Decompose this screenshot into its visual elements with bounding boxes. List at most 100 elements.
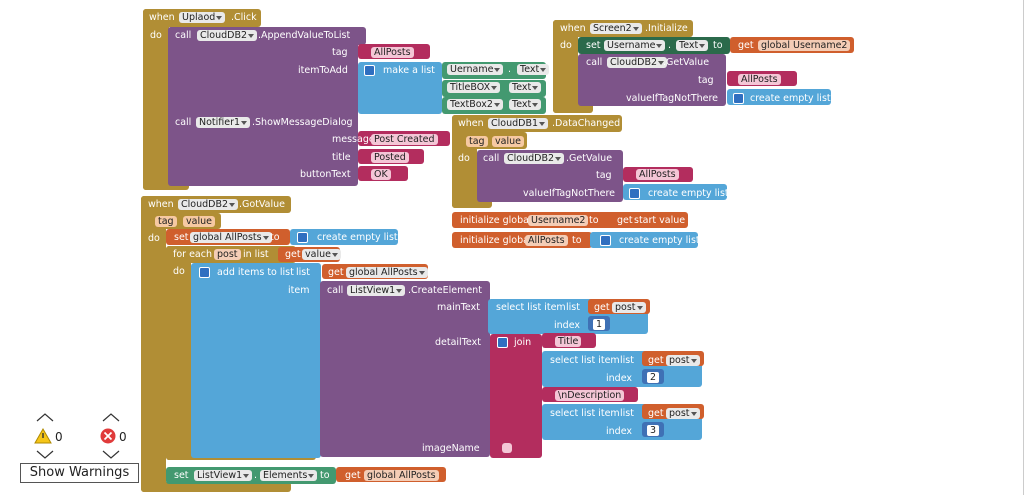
dropdown[interactable]: TextBox2 <box>447 99 503 110</box>
block-label: index <box>606 373 632 384</box>
block <box>143 9 169 190</box>
dropdown[interactable]: ListView1 <box>194 470 253 481</box>
block-label: do <box>148 233 160 244</box>
variable-name: global AllPosts <box>364 470 439 481</box>
block-label: when <box>458 118 484 129</box>
block-label: index <box>554 320 580 331</box>
block-label: call <box>586 57 603 68</box>
block <box>590 232 698 248</box>
dropdown[interactable]: CloudDB2 <box>197 30 258 41</box>
dropdown[interactable]: value <box>302 249 341 260</box>
arrow-down[interactable] <box>102 450 120 459</box>
block-label: get <box>617 215 633 226</box>
dropdown[interactable]: Elements <box>260 470 318 481</box>
block-label: message <box>332 134 375 145</box>
block-label: .CreateElement <box>408 285 482 296</box>
dropdown[interactable]: Text <box>676 40 709 51</box>
block-label: set <box>174 232 189 243</box>
dropdown[interactable]: ListView1 <box>347 285 406 296</box>
block-label: select list item <box>550 408 620 419</box>
dropdown[interactable]: TitleBOX <box>447 82 501 93</box>
dropdown[interactable]: Username <box>604 40 666 51</box>
block-label: detailText <box>435 337 481 348</box>
dropdown[interactable]: post <box>666 408 700 419</box>
arrow-up[interactable] <box>36 413 54 422</box>
dropdown[interactable]: Uplaod <box>179 12 226 23</box>
block <box>166 246 191 460</box>
mutator-icon[interactable] <box>497 337 508 348</box>
block-label: set <box>174 470 189 481</box>
parameter: tag <box>466 136 488 147</box>
block-label: buttonText <box>300 169 351 180</box>
mutator-icon[interactable] <box>364 65 375 76</box>
block-label: create empty list <box>619 235 700 246</box>
block-label: .AppendValueToList <box>258 30 351 41</box>
block-label: to <box>589 215 599 226</box>
mutator-icon[interactable] <box>733 93 744 104</box>
text-literal: Posted <box>371 152 409 163</box>
dropdown[interactable]: global AllPosts <box>190 232 272 243</box>
block-label: valueIfTagNotThere <box>523 188 616 199</box>
block-label: join <box>514 337 532 348</box>
parameter: value <box>183 216 215 227</box>
dropdown[interactable]: CloudDB2 <box>178 199 239 210</box>
warning-count: 0 <box>55 430 63 444</box>
block-label: make a list <box>383 65 435 76</box>
dropdown[interactable]: Text <box>509 82 542 93</box>
block-label: select list item <box>496 302 566 313</box>
block-label: for each <box>173 249 212 260</box>
block-label: when <box>149 12 175 23</box>
variable-name: Username2 <box>528 215 589 226</box>
dropdown[interactable]: Notifier1 <box>196 117 251 128</box>
block-label: list <box>620 408 634 419</box>
mutator-icon[interactable] <box>297 232 308 243</box>
dropdown[interactable]: CloudDB2 <box>607 57 668 68</box>
block-label: set <box>586 40 601 51</box>
mutator-icon[interactable] <box>600 235 611 246</box>
dropdown[interactable]: CloudDB2 <box>504 153 565 164</box>
block-label: .GetValue <box>566 153 613 164</box>
dropdown[interactable]: Uername <box>447 64 504 75</box>
show-warnings-button[interactable]: Show Warnings <box>20 463 139 483</box>
text-literal: AllPosts <box>636 169 679 180</box>
block-label: add items to list <box>217 267 294 278</box>
block-label: .GetValue <box>663 57 710 68</box>
block-label: . <box>508 64 512 75</box>
block-label: get <box>285 249 301 260</box>
parameter: tag <box>155 216 177 227</box>
block <box>553 20 578 113</box>
warning-indicator <box>34 413 120 459</box>
block-label: do <box>560 40 572 51</box>
mutator-icon[interactable] <box>629 188 640 199</box>
empty-string <box>502 443 512 453</box>
number-literal: 2 <box>647 372 660 383</box>
warning-icon <box>42 433 44 438</box>
block-label: create empty list <box>317 232 398 243</box>
mutator-icon[interactable] <box>199 267 210 278</box>
dropdown[interactable]: Screen2 <box>590 23 642 34</box>
block-label: tag <box>596 170 612 181</box>
parameter: value <box>492 136 524 147</box>
block-label: list <box>296 267 310 278</box>
block-label: get <box>594 302 610 313</box>
arrow-down[interactable] <box>36 450 54 459</box>
dropdown[interactable]: CloudDB1 <box>488 118 549 129</box>
block-label: call <box>175 30 192 41</box>
block-label: when <box>148 199 174 210</box>
block <box>290 229 398 245</box>
block-label: get <box>738 40 754 51</box>
block-label: when <box>560 23 586 34</box>
number-literal: 1 <box>593 319 606 330</box>
text-literal: AllPosts <box>738 74 781 85</box>
block <box>623 184 727 200</box>
block-label: to <box>320 470 330 481</box>
dropdown[interactable]: global AllPosts <box>346 267 428 278</box>
dropdown[interactable]: post <box>666 355 700 366</box>
dropdown[interactable]: Text <box>509 99 542 110</box>
block-label: .Click <box>231 12 257 23</box>
block-label: do <box>173 266 185 277</box>
arrow-up[interactable] <box>102 413 120 422</box>
dropdown[interactable]: Text <box>517 64 550 75</box>
dropdown[interactable]: post <box>612 302 646 313</box>
